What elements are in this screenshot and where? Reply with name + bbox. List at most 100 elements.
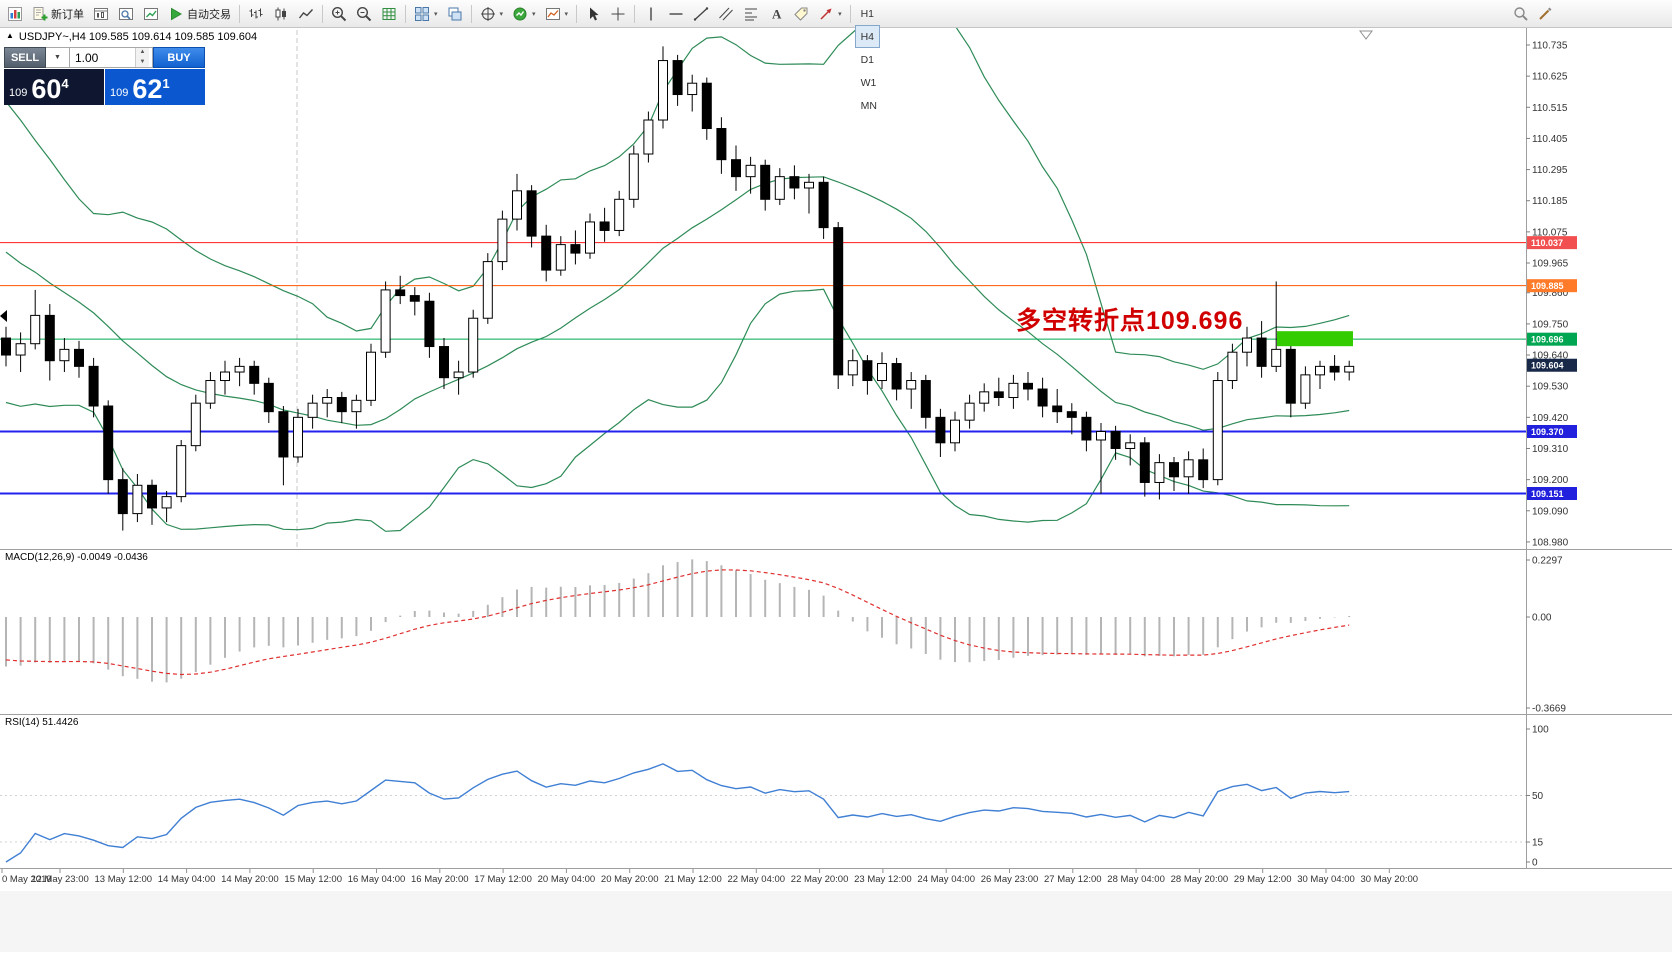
time-axis-label: 22 May 04:00 — [728, 874, 786, 885]
cursor-icon[interactable] — [581, 2, 605, 25]
toolbar-separator — [849, 4, 851, 23]
panel-separators — [0, 28, 1672, 869]
stepper-down-icon[interactable]: ▼ — [136, 57, 149, 67]
rsi-axis-label: 15 — [1532, 838, 1544, 849]
time-axis-label: 29 May 12:00 — [1234, 874, 1292, 885]
buy-button[interactable]: BUY — [153, 47, 205, 68]
line-chart-type-icon[interactable] — [294, 2, 318, 25]
tile-windows-icon[interactable]: ▾ — [410, 2, 442, 25]
price-axis-label: 109.750 — [1532, 319, 1569, 330]
pencil-icon[interactable] — [1533, 2, 1557, 25]
timeframe-button-h4[interactable]: H4 — [854, 25, 881, 48]
text-tool-icon[interactable]: A — [764, 2, 788, 25]
time-axis-label: 20 May 04:00 — [538, 874, 596, 885]
time-axis-label: 23 May 12:00 — [854, 874, 912, 885]
price-line-badge — [1527, 487, 1577, 501]
cascade-windows-icon[interactable] — [443, 2, 467, 25]
search-icon[interactable] — [1509, 2, 1533, 25]
price-axis-label: 109.420 — [1532, 413, 1569, 424]
price-axis-label: 109.200 — [1532, 475, 1569, 486]
price-highlight-rect[interactable] — [0, 30, 1373, 347]
window-bottom-strip — [0, 891, 1672, 952]
time-axis-label: 28 May 04:00 — [1107, 874, 1165, 885]
vertical-line-tool-icon[interactable] — [639, 2, 663, 25]
timeframe-group: M1M5M15M30H1H4D1W1MN — [854, 0, 887, 117]
annotation-text[interactable]: 多空转折点109.696 — [1016, 307, 1244, 335]
arrows-tool-icon[interactable]: ▾ — [814, 2, 846, 25]
macd-axis-label: 0.00 — [1532, 613, 1552, 624]
time-axis-label: 16 May 04:00 — [348, 874, 406, 885]
horizontal-line-tool-icon[interactable] — [664, 2, 688, 25]
price-line-badge — [1527, 236, 1577, 250]
auto-trading-button[interactable]: 自动交易 — [164, 2, 235, 25]
time-axis-label: 22 May 20:00 — [791, 874, 849, 885]
price-axis-label: 110.185 — [1532, 196, 1568, 207]
buy-price-main: 109 — [110, 87, 129, 99]
charts-window-icon[interactable] — [89, 2, 113, 25]
volume-stepper[interactable]: ▲ ▼ — [135, 48, 149, 67]
horizontal-lines[interactable] — [0, 242, 1526, 495]
timeframe-button-mn[interactable]: MN — [855, 94, 883, 117]
macd-indicator-label: MACD(12,26,9) -0.0049 -0.0436 — [5, 552, 148, 563]
channel-tool-icon[interactable] — [714, 2, 738, 25]
chart-template-icon[interactable]: ▾ — [541, 2, 573, 25]
price-axis-label: 109.860 — [1532, 288, 1569, 299]
label-tool-icon[interactable] — [789, 2, 813, 25]
chart-report-icon[interactable] — [139, 2, 163, 25]
time-axis-label: 21 May 12:00 — [664, 874, 722, 885]
rsi-axis-label: 50 — [1532, 791, 1544, 802]
price-axis-label: 109.640 — [1532, 351, 1569, 362]
price-axis-label: 109.965 — [1532, 259, 1569, 270]
zoom-out-icon[interactable] — [352, 2, 376, 25]
grid-icon[interactable] — [377, 2, 401, 25]
candlestick-chart-type-icon[interactable] — [269, 2, 293, 25]
time-axis-label: 17 May 12:00 — [474, 874, 532, 885]
price-axis-label: 109.530 — [1532, 382, 1569, 393]
bar-chart-type-icon[interactable] — [244, 2, 268, 25]
play-icon — [171, 7, 182, 20]
new-order-icon — [33, 6, 48, 20]
toolbar-right-tools — [1509, 2, 1557, 25]
timeframe-button-h1[interactable]: H1 — [855, 2, 880, 25]
chevron-down-icon: ▾ — [434, 10, 438, 18]
svg-text:109.151: 109.151 — [1531, 489, 1564, 499]
svg-text:109.370: 109.370 — [1531, 427, 1564, 437]
time-axis-label: 12 May 23:00 — [31, 874, 89, 885]
buy-price-display[interactable]: 109 62 1 — [105, 69, 205, 105]
indicators-icon[interactable]: ▾ — [508, 2, 540, 25]
auto-trading-label: 自动交易 — [187, 8, 231, 21]
left-price-marker — [0, 310, 7, 322]
svg-text:109.604: 109.604 — [1531, 361, 1564, 371]
buy-price-sup: 1 — [162, 76, 170, 91]
chevron-down-icon: ▾ — [532, 10, 536, 18]
timeframe-button-w1[interactable]: W1 — [855, 71, 883, 94]
macd-axis-label: -0.3669 — [1532, 704, 1566, 715]
new-order-button[interactable]: 新订单 — [28, 2, 88, 25]
crosshair-target-icon[interactable]: ▾ — [476, 2, 508, 25]
price-axis-label: 110.405 — [1532, 134, 1568, 145]
volume-dropdown-button[interactable]: ▼ — [46, 47, 70, 68]
chart-title: ▲ USDJPY~,H4 109.585 109.614 109.585 109… — [6, 31, 257, 43]
price-line-badge — [1527, 279, 1577, 293]
svg-text:110.037: 110.037 — [1531, 238, 1563, 248]
crosshair-icon[interactable] — [606, 2, 630, 25]
app-chart-icon[interactable] — [3, 2, 27, 25]
macd-indicator: 0.2297 0.00 -0.3669 — [5, 556, 1566, 715]
chevron-down-icon: ▾ — [564, 10, 569, 18]
volume-input[interactable] — [70, 48, 135, 67]
sell-button[interactable]: SELL — [4, 47, 46, 68]
time-axis-label: 13 May 12:00 — [95, 874, 153, 885]
zoom-in-icon[interactable] — [327, 2, 351, 25]
chart-search-icon[interactable] — [114, 2, 138, 25]
stepper-up-icon[interactable]: ▲ — [136, 48, 149, 58]
timeframe-button-d1[interactable]: D1 — [855, 48, 880, 71]
trendline-tool-icon[interactable] — [689, 2, 713, 25]
price-axis-label: 110.735 — [1532, 40, 1568, 51]
sell-price-display[interactable]: 109 60 4 — [4, 69, 104, 105]
new-order-label: 新订单 — [51, 8, 84, 21]
fibonacci-tool-icon[interactable] — [739, 2, 763, 25]
time-axis-label: 16 May 20:00 — [411, 874, 469, 885]
price-axis[interactable]: 110.735 110.625 110.515 110.405 110.295 110.1… — [1526, 40, 1577, 548]
